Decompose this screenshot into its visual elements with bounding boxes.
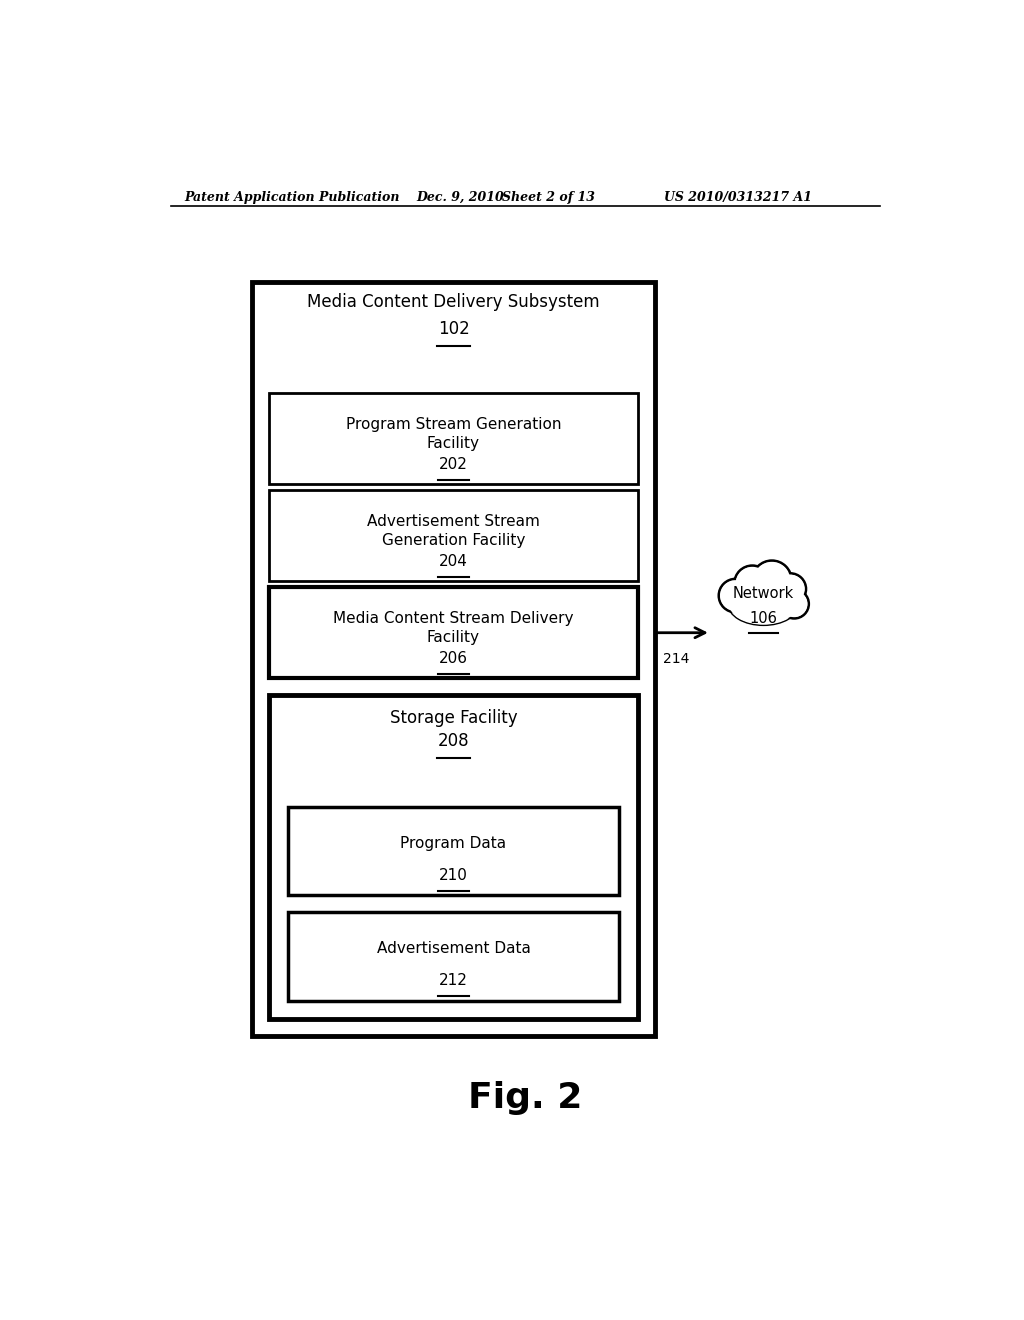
Circle shape	[719, 579, 753, 612]
Circle shape	[719, 579, 753, 612]
Circle shape	[735, 566, 769, 601]
FancyBboxPatch shape	[289, 807, 618, 895]
Text: Patent Application Publication: Patent Application Publication	[183, 191, 399, 203]
Text: Advertisement Data: Advertisement Data	[377, 941, 530, 956]
FancyBboxPatch shape	[269, 490, 638, 581]
Text: Storage Facility: Storage Facility	[390, 709, 517, 727]
Text: 102: 102	[437, 321, 469, 338]
FancyBboxPatch shape	[289, 912, 618, 1001]
Text: Fig. 2: Fig. 2	[468, 1081, 582, 1115]
Text: Facility: Facility	[427, 436, 480, 451]
Text: Facility: Facility	[427, 630, 480, 645]
Text: Media Content Stream Delivery: Media Content Stream Delivery	[333, 611, 573, 627]
FancyBboxPatch shape	[269, 393, 638, 484]
Text: 212: 212	[439, 973, 468, 989]
Text: Advertisement Stream: Advertisement Stream	[367, 515, 540, 529]
Ellipse shape	[729, 583, 799, 624]
Text: 206: 206	[439, 651, 468, 667]
Text: Program Stream Generation: Program Stream Generation	[346, 417, 561, 433]
Text: Program Data: Program Data	[400, 836, 507, 851]
Circle shape	[720, 579, 752, 611]
FancyBboxPatch shape	[269, 696, 638, 1019]
Ellipse shape	[729, 583, 798, 624]
Circle shape	[775, 573, 806, 605]
Text: US 2010/0313217 A1: US 2010/0313217 A1	[665, 191, 812, 203]
Text: Generation Facility: Generation Facility	[382, 533, 525, 548]
Text: Dec. 9, 2010: Dec. 9, 2010	[417, 191, 504, 203]
Text: 202: 202	[439, 457, 468, 473]
Text: Media Content Delivery Subsystem: Media Content Delivery Subsystem	[307, 293, 600, 312]
Text: 210: 210	[439, 867, 468, 883]
FancyBboxPatch shape	[252, 281, 655, 1036]
Circle shape	[734, 566, 770, 601]
Text: 204: 204	[439, 554, 468, 569]
Text: 106: 106	[750, 611, 777, 626]
Circle shape	[754, 562, 791, 598]
Text: Network: Network	[733, 586, 795, 601]
Text: 208: 208	[437, 733, 469, 750]
Circle shape	[775, 573, 806, 605]
Circle shape	[781, 590, 808, 618]
Circle shape	[734, 566, 770, 601]
Circle shape	[776, 574, 805, 603]
Text: Sheet 2 of 13: Sheet 2 of 13	[502, 191, 595, 203]
Circle shape	[779, 590, 809, 618]
Text: 214: 214	[663, 652, 689, 667]
FancyBboxPatch shape	[269, 587, 638, 678]
Circle shape	[753, 561, 792, 599]
Circle shape	[779, 590, 809, 618]
Circle shape	[753, 561, 792, 599]
Ellipse shape	[729, 583, 799, 624]
